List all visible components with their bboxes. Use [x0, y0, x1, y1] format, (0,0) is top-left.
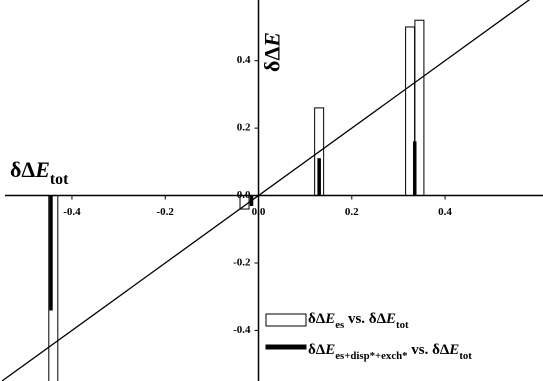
legend-label: δΔEes vs. δΔEtot: [308, 311, 409, 331]
x-axis-title: δΔEtot: [10, 157, 69, 188]
text-segment: tot: [396, 319, 409, 331]
text-segment: E: [260, 32, 285, 48]
x-tick-label: -0.2: [157, 206, 175, 218]
bar: [412, 141, 417, 196]
x-tick-label: 0.2: [345, 206, 359, 218]
y-tick-label: -0.4: [233, 324, 251, 336]
text-segment: δΔ: [10, 157, 35, 182]
x-tick-label: 0.4: [438, 206, 452, 218]
text-segment: δΔ: [308, 311, 326, 327]
bar: [414, 19, 425, 197]
bar: [239, 195, 250, 210]
y-tick-label: -0.2: [233, 257, 251, 269]
bar: [249, 195, 254, 206]
y-tick-label: 0.2: [237, 122, 251, 134]
bar: [48, 195, 59, 381]
text-segment: δΔ: [308, 342, 326, 358]
text-segment: tot: [459, 350, 472, 362]
y-tick-label: 0.0: [237, 189, 251, 201]
text-segment: E: [324, 342, 335, 358]
y-axis-title: δΔE: [260, 32, 285, 72]
x-tick-label: -0.4: [63, 206, 81, 218]
labels: -0.4 -0.2 0.0 0.2 0.4-0.4-0.20.00.20.4δΔEtot…: [10, 32, 472, 362]
text-segment: E: [324, 311, 335, 327]
text-segment: vs. δΔ: [408, 342, 450, 358]
text-segment: es+disp*+exch*: [335, 350, 407, 362]
y-tick-label: 0.4: [237, 54, 251, 66]
legend-label: δΔEes+disp*+exch* vs. δΔEtot: [308, 342, 472, 362]
text-segment: tot: [50, 171, 69, 188]
bar: [317, 158, 321, 196]
legend-swatch: [265, 344, 307, 350]
legend-swatch: [265, 313, 307, 327]
text-segment: E: [34, 157, 50, 182]
x-tick-label: 0.0: [252, 206, 266, 218]
text-segment: es: [335, 319, 344, 331]
text-segment: E: [385, 311, 396, 327]
text-segment: E: [448, 342, 459, 358]
text-segment: vs. δΔ: [344, 311, 386, 327]
text-segment: δΔ: [260, 47, 285, 72]
bar: [49, 195, 53, 311]
